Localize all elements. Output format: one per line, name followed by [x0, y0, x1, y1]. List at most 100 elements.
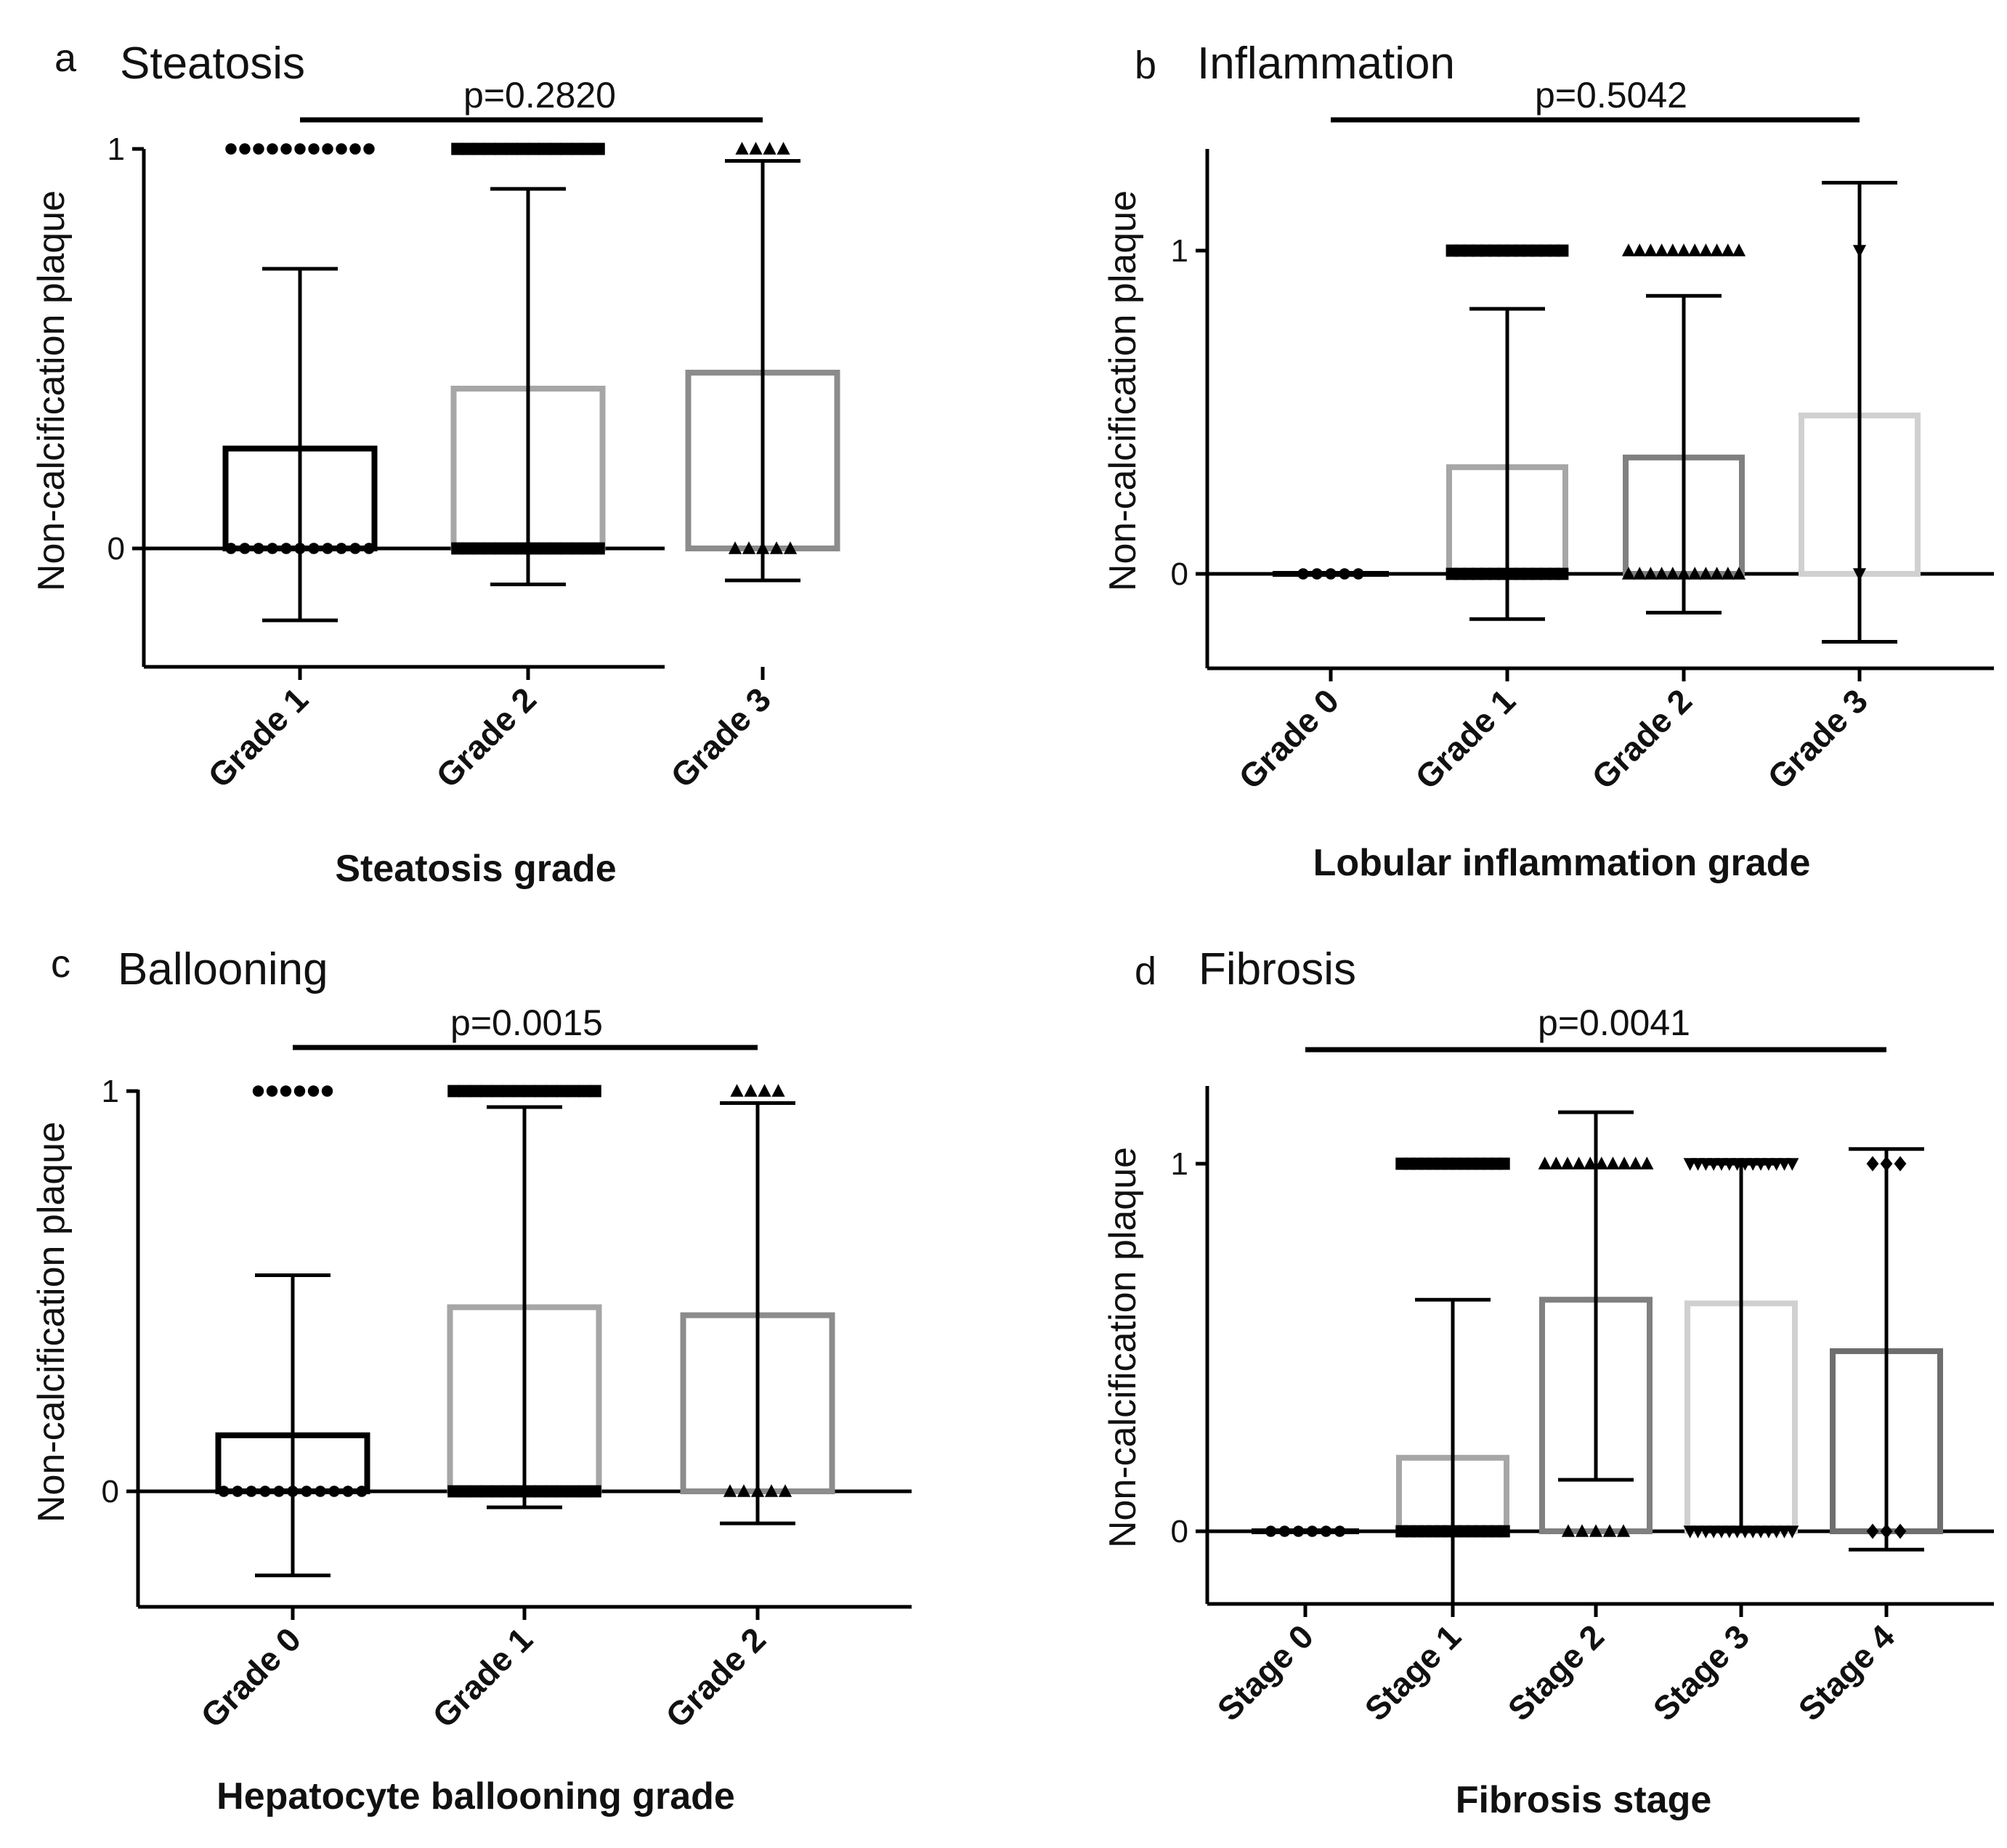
category-label: Grade 1: [1408, 681, 1523, 796]
data-point: [1621, 243, 1636, 256]
data-point: [516, 542, 529, 555]
data-point: [556, 1085, 569, 1098]
y-tick-label-0: 0: [108, 531, 125, 567]
category-label: Grade 3: [663, 680, 778, 795]
y-tick-label-0: 0: [1171, 1514, 1188, 1549]
data-point: [1572, 1156, 1586, 1170]
data-point: [577, 1085, 591, 1098]
data-point: [783, 541, 798, 554]
data-point: [735, 142, 749, 155]
data-point: [1710, 567, 1724, 580]
data-point: [1560, 1156, 1575, 1170]
data-point: [764, 1484, 779, 1497]
data-point: [239, 543, 251, 554]
y-axis-label: Non-calcification plaque: [1102, 1147, 1144, 1548]
data-point: [1589, 1524, 1603, 1537]
data-point: [755, 541, 770, 554]
category-label: Grade 0: [1231, 681, 1346, 796]
data-point: [769, 541, 784, 554]
data-point: [1655, 567, 1669, 580]
category-label: Grade 2: [658, 1620, 773, 1735]
panel-label: d: [1135, 949, 1156, 993]
y-tick-label-1: 1: [102, 1074, 119, 1109]
data-point: [516, 142, 529, 155]
data-point: [239, 143, 251, 155]
data-point: [451, 542, 464, 555]
data-point: [321, 1085, 333, 1097]
data-point: [1688, 567, 1702, 580]
data-point: [336, 543, 347, 554]
data-point: [1866, 1156, 1879, 1172]
data-point: [363, 143, 375, 155]
data-point: [218, 1486, 230, 1497]
data-point: [1721, 243, 1735, 256]
data-point: [571, 142, 583, 155]
data-point: [1549, 1156, 1563, 1170]
x-axis-label: Hepatocyte ballooning grade: [216, 1775, 735, 1817]
data-point: [253, 143, 264, 155]
data-point: [1655, 243, 1669, 256]
x-axis-label: Fibrosis stage: [1456, 1779, 1712, 1821]
data-point: [225, 543, 237, 554]
data-point: [267, 143, 278, 155]
data-point: [308, 543, 320, 554]
data-point: [266, 1085, 278, 1097]
category-label: Grade 1: [200, 680, 315, 795]
data-point: [322, 543, 333, 554]
data-point: [581, 542, 594, 555]
y-axis-label: Non-calcification plaque: [1102, 190, 1144, 591]
data-point: [280, 1085, 292, 1097]
data-point: [778, 1484, 792, 1497]
data-point: [308, 143, 320, 155]
data-point: [1265, 1525, 1277, 1537]
data-point: [232, 1486, 243, 1497]
data-point: [1644, 567, 1658, 580]
data-point: [267, 543, 278, 554]
data-point: [527, 142, 540, 155]
category-label: Grade 1: [425, 1620, 540, 1735]
data-point: [1320, 1525, 1332, 1537]
data-point: [513, 1085, 525, 1098]
p-value: p=0.2820: [463, 75, 616, 115]
data-point: [556, 1485, 569, 1498]
data-point: [538, 542, 551, 555]
data-point: [225, 143, 237, 155]
data-point: [356, 1486, 368, 1497]
data-point: [462, 142, 475, 155]
data-point: [560, 542, 572, 555]
data-point: [473, 542, 485, 555]
data-point: [728, 541, 742, 554]
data-point: [1339, 568, 1350, 580]
panel-d: d Fibrosis p=0.0041 0 1 Stage 0 Stage 1 …: [1102, 944, 1994, 1821]
data-point: [1866, 1523, 1879, 1539]
category-label: Grade 3: [1760, 681, 1875, 796]
data-point: [588, 1485, 601, 1498]
data-point: [592, 142, 605, 155]
data-point: [1894, 1156, 1907, 1172]
category-label: Stage 3: [1646, 1617, 1756, 1727]
data-point: [1311, 568, 1323, 580]
data-point: [480, 1485, 492, 1498]
data-point: [1732, 567, 1746, 580]
data-point: [1556, 567, 1569, 580]
data-point: [1880, 1156, 1893, 1172]
data-point: [1688, 243, 1702, 256]
data-point: [336, 143, 347, 155]
data-point: [1616, 1524, 1631, 1537]
data-point: [502, 1085, 514, 1098]
data-point: [549, 542, 561, 555]
data-point: [506, 142, 518, 155]
panel-title: Ballooning: [118, 944, 328, 994]
data-point: [1334, 1525, 1346, 1537]
y-axis-label: Non-calcification plaque: [31, 190, 73, 591]
data-point: [293, 1085, 306, 1097]
data-point: [771, 1084, 785, 1097]
data-point: [723, 1484, 737, 1497]
data-point: [484, 142, 496, 155]
y-tick-label-0: 0: [102, 1474, 119, 1509]
data-point: [1852, 245, 1867, 258]
category-label: Stage 2: [1501, 1617, 1611, 1727]
data-point: [1297, 568, 1309, 580]
data-point: [538, 142, 551, 155]
